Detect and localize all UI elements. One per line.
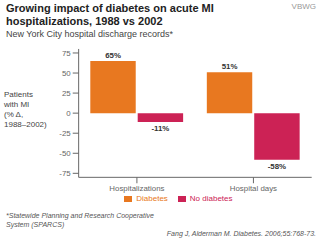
html-text:VBWG: VBWG — [291, 2, 316, 11]
html-text:Diabetes: Diabetes — [136, 194, 168, 203]
svg-text:-75: -75 — [60, 169, 72, 178]
html-text:New York City hospital dischar: New York City hospital discharge records… — [6, 29, 174, 39]
html-text:1988–2002): 1988–2002) — [4, 120, 47, 129]
svg-text:51%: 51% — [222, 62, 238, 71]
html-text:Patients: Patients — [4, 90, 33, 99]
svg-text:Hospital days: Hospital days — [230, 184, 277, 193]
svg-text:Hospitalizations: Hospitalizations — [110, 184, 165, 193]
svg-text:-11%: -11% — [152, 124, 170, 133]
html-text:No diabetes: No diabetes — [189, 194, 233, 203]
svg-text:75: 75 — [62, 49, 71, 58]
html-text:Growing impact of diabetes on: Growing impact of diabetes on acute MI h… — [6, 2, 214, 27]
html-text:with MI: with MI — [4, 100, 30, 109]
svg-text:50: 50 — [62, 69, 71, 78]
html-text:Fang J, Alderman M. Diabetes.: Fang J, Alderman M. Diabetes. 2006;55:76… — [166, 230, 316, 237]
svg-text:65%: 65% — [106, 51, 122, 60]
html-text:(% Δ,: (% Δ, — [4, 110, 24, 119]
svg-text:0: 0 — [67, 109, 72, 118]
svg-text:-58%: -58% — [268, 162, 286, 171]
svg-text:25: 25 — [62, 89, 71, 98]
html-text:*Statewide Planning and Resear: *Statewide Planning and Research Coopera… — [6, 212, 154, 228]
svg-text:-50: -50 — [60, 149, 72, 158]
svg-text:-25: -25 — [60, 129, 72, 138]
